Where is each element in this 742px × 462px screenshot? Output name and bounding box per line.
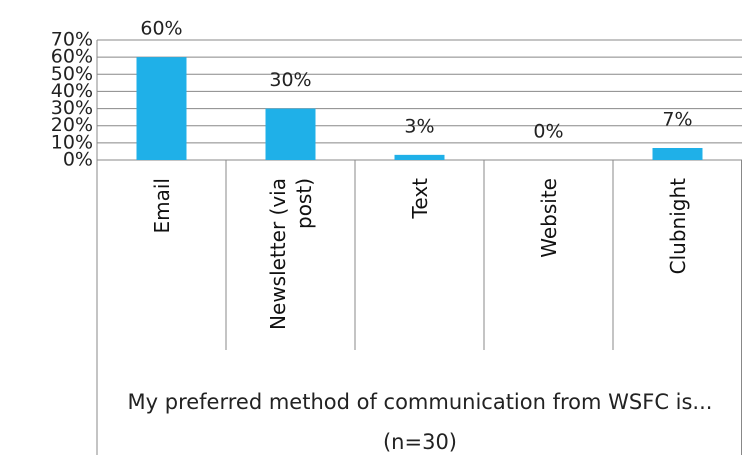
y-tick-label: 50% <box>51 63 93 85</box>
bar <box>265 108 316 160</box>
y-tick-label: 60% <box>51 46 93 68</box>
y-tick-label: 0% <box>63 149 93 171</box>
value-label: 3% <box>404 115 434 137</box>
bar <box>394 154 445 160</box>
value-label: 30% <box>269 69 311 91</box>
x-tick-label: Newsletter (via post) <box>265 178 316 330</box>
y-tick-label: 10% <box>51 131 93 153</box>
y-tick-label: 40% <box>51 80 93 102</box>
chart-title: My preferred method of communication fro… <box>127 390 713 454</box>
bar <box>136 57 187 161</box>
x-tick-label: Website <box>536 178 561 258</box>
y-tick-label: 20% <box>51 114 93 136</box>
x-tick-label: Clubnight <box>665 178 690 275</box>
y-tick-label: 70% <box>51 29 93 51</box>
value-label: 0% <box>533 121 563 143</box>
bar <box>652 148 703 160</box>
y-tick-label: 30% <box>51 97 93 119</box>
x-tick-label: Email <box>149 178 174 234</box>
value-label: 60% <box>140 18 182 40</box>
value-label: 7% <box>662 109 692 131</box>
x-tick-label: Text <box>407 178 432 219</box>
